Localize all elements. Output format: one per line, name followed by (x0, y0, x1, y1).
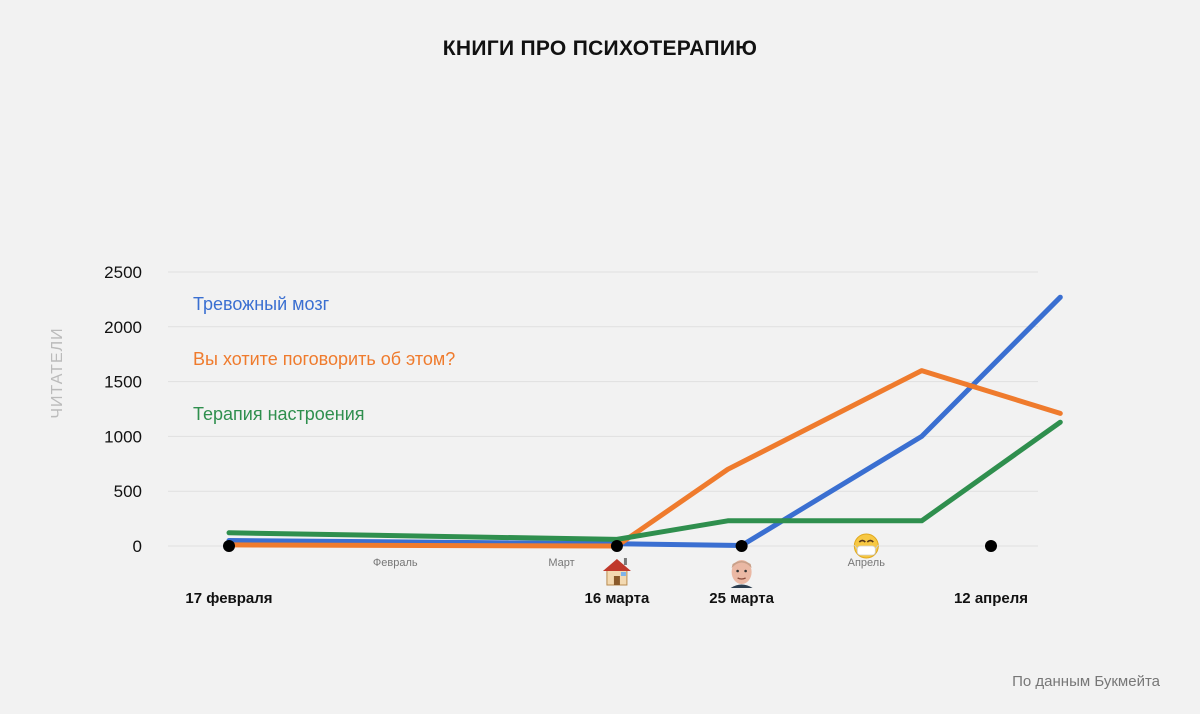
y-tick-label: 0 (133, 537, 142, 556)
event-date-label: 12 апреля (954, 590, 1028, 607)
legend-entry: Тревожный мозг (193, 294, 330, 314)
event-dot (610, 540, 623, 552)
month-label: Февраль (373, 557, 418, 569)
y-axis-label: ЧИТАТЕЛИ (49, 327, 66, 418)
medical-mask-face-icon (853, 533, 879, 559)
chart-title: КНИГИ ПРО ПСИХОТЕРАПИЮ (443, 37, 757, 60)
legend: Тревожный мозг Вы хотите поговорить об эт… (193, 294, 455, 424)
source-note: По данным Букмейта (1012, 673, 1161, 690)
event-dot (985, 540, 997, 552)
series-line (226, 368, 1063, 549)
event-date-label: 16 марта (585, 590, 650, 607)
y-tick-label: 500 (114, 482, 142, 501)
y-tick-label: 2500 (104, 263, 142, 282)
month-label: Апрель (848, 557, 886, 569)
series-line (226, 419, 1063, 542)
month-label: Март (548, 557, 574, 569)
house-icon (602, 558, 631, 586)
event-dot (735, 540, 748, 552)
month-labels: Февраль Март Апрель (373, 557, 885, 569)
event-date-label: 17 февраля (185, 590, 272, 607)
legend-entry: Терапия настроения (193, 404, 365, 424)
y-axis-ticks: 0 500 1000 1500 2000 2500 (104, 263, 142, 556)
grid (168, 271, 1038, 547)
event-labels: 17 февраля 16 марта 25 марта 12 апреля (185, 590, 1028, 607)
y-tick-label: 1500 (104, 373, 142, 392)
person-face-icon (730, 560, 753, 588)
event-dot (223, 540, 235, 552)
y-tick-label: 1000 (104, 427, 142, 446)
y-tick-label: 2000 (104, 318, 142, 337)
event-date-label: 25 марта (709, 590, 774, 607)
event-markers (223, 533, 997, 588)
legend-entry: Вы хотите поговорить об этом? (193, 349, 455, 369)
